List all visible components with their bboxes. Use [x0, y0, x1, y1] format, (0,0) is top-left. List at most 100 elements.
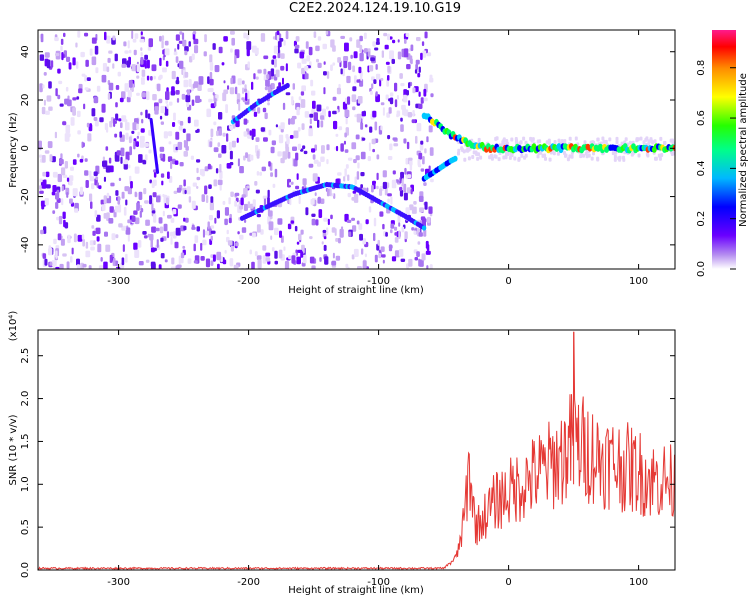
noise-cell: [363, 32, 367, 40]
noise-cell: [398, 230, 401, 239]
noise-cell: [283, 40, 286, 46]
noise-cell: [93, 171, 98, 177]
noise-cell: [479, 155, 483, 160]
noise-cell: [121, 63, 126, 68]
noise-cell: [304, 111, 310, 118]
noise-cell: [396, 110, 401, 117]
noise-cell: [291, 96, 294, 105]
noise-cell: [270, 68, 275, 77]
noise-cell: [120, 147, 125, 157]
noise-cell: [134, 33, 139, 39]
noise-cell: [153, 214, 157, 223]
noise-cell: [218, 153, 222, 158]
noise-cell: [159, 146, 165, 152]
noise-cell: [167, 214, 172, 219]
noise-cell: [419, 191, 424, 198]
noise-cell: [84, 32, 89, 37]
noise-cell: [218, 128, 222, 136]
noise-cell: [365, 219, 369, 225]
noise-cell: [414, 69, 418, 74]
noise-cell: [128, 136, 132, 144]
noise-cell: [140, 52, 143, 57]
noise-cell: [164, 40, 169, 46]
noise-cell: [345, 263, 349, 269]
noise-cell: [288, 118, 291, 125]
colorbar-label: Normalized spectral amplitude: [738, 73, 749, 227]
snr-series: [38, 331, 675, 570]
noise-cell: [332, 62, 336, 66]
noise-cell: [287, 223, 292, 230]
noise-cell: [119, 131, 122, 138]
noise-cell: [249, 203, 254, 209]
noise-cell: [335, 255, 341, 261]
noise-cell: [125, 199, 128, 206]
noise-cell: [43, 72, 47, 76]
y-tick-label: -20: [20, 188, 31, 204]
noise-cell: [359, 233, 363, 241]
noise-cell: [417, 159, 421, 166]
noise-cell: [93, 240, 96, 246]
noise-cell: [376, 40, 380, 44]
noise-cell: [42, 84, 45, 89]
noise-cell: [67, 234, 71, 244]
noise-cell: [72, 159, 77, 165]
noise-cell: [323, 71, 327, 76]
noise-cell: [40, 33, 44, 43]
noise-cell: [42, 253, 47, 259]
noise-cell: [65, 124, 71, 134]
noise-cell: [173, 112, 176, 121]
noise-cell: [291, 255, 296, 264]
noise-cell: [228, 142, 232, 151]
noise-cell: [244, 219, 247, 223]
noise-cell: [108, 218, 114, 224]
noise-cell: [247, 134, 252, 139]
noise-cell: [59, 263, 64, 269]
noise-cell: [150, 238, 153, 248]
noise-cell: [65, 86, 69, 92]
noise-cell: [272, 183, 276, 188]
noise-cell: [611, 151, 615, 156]
noise-cell: [369, 126, 373, 133]
noise-cell: [309, 236, 313, 240]
noise-cell: [592, 151, 595, 156]
y-tick-label: 0.0: [20, 562, 31, 578]
noise-cell: [62, 253, 67, 257]
noise-cell: [291, 181, 294, 185]
noise-cell: [347, 266, 350, 269]
noise-cell: [379, 79, 382, 87]
noise-cell: [86, 77, 91, 81]
noise-cell: [252, 45, 257, 53]
noise-cell: [199, 98, 202, 103]
noise-cell: [135, 141, 139, 147]
noise-cell: [645, 152, 649, 157]
noise-cell: [76, 96, 80, 100]
noise-cell: [276, 30, 280, 36]
noise-cell: [173, 51, 178, 56]
noise-cell: [327, 218, 330, 226]
noise-cell: [51, 191, 56, 196]
noise-cell: [406, 64, 411, 70]
noise-cell: [345, 117, 348, 125]
noise-cell: [463, 157, 467, 162]
noise-cell: [93, 96, 99, 104]
noise-cell: [167, 156, 173, 162]
noise-cell: [574, 136, 578, 141]
x-tick-label: 100: [629, 577, 648, 588]
noise-cell: [268, 161, 271, 167]
noise-cell: [175, 146, 179, 151]
noise-cell: [407, 174, 412, 179]
noise-cell: [271, 83, 275, 89]
noise-cell: [635, 138, 639, 143]
noise-cell: [351, 94, 357, 103]
noise-cell: [419, 207, 424, 213]
noise-cell: [143, 188, 147, 195]
noise-cell: [231, 37, 235, 46]
noise-cell: [158, 98, 163, 104]
noise-cell: [121, 115, 127, 122]
noise-cell: [228, 217, 232, 224]
noise-cell: [183, 151, 188, 157]
noise-cell: [60, 45, 63, 52]
noise-cell: [110, 182, 115, 187]
noise-cell: [270, 172, 273, 177]
noise-cell: [206, 108, 212, 118]
